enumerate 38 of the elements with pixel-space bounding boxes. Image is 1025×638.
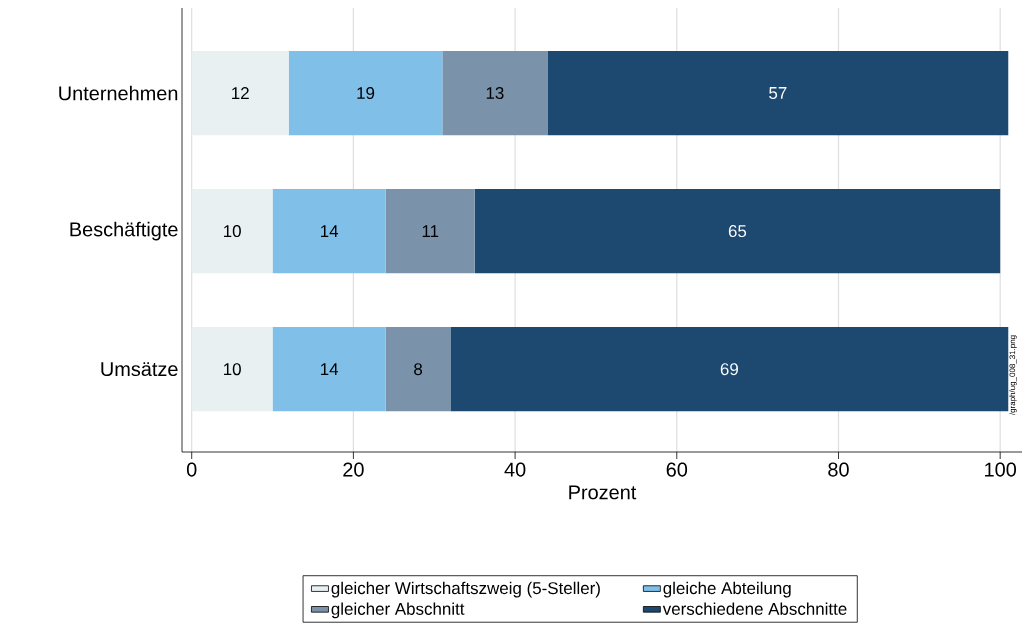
bar bbox=[450, 327, 1009, 412]
bar bbox=[272, 327, 386, 412]
data-label: 69 bbox=[720, 363, 738, 376]
data-label: 65 bbox=[728, 225, 747, 238]
bar bbox=[385, 327, 451, 412]
bar bbox=[474, 189, 1001, 274]
bar bbox=[191, 50, 289, 136]
x-axis-title: Prozent bbox=[569, 485, 637, 500]
y-tick-label: Umsätze bbox=[101, 362, 178, 377]
legend-label: gleicher Abschnitt bbox=[331, 602, 465, 619]
bar bbox=[272, 189, 386, 274]
x-tick-label: 100 bbox=[985, 462, 1017, 477]
bar bbox=[385, 189, 475, 274]
legend-label: verschiedene Abschnitte bbox=[662, 602, 847, 615]
data-label: 12 bbox=[232, 87, 249, 99]
x-tick-label: 40 bbox=[504, 462, 526, 477]
data-label: 14 bbox=[321, 363, 339, 375]
data-label: 57 bbox=[769, 87, 787, 99]
data-label: 11 bbox=[422, 225, 439, 237]
x-tick-label: 0 bbox=[186, 462, 197, 477]
x-tick-label: 60 bbox=[666, 462, 688, 477]
bar bbox=[191, 189, 273, 274]
bar bbox=[547, 50, 1009, 136]
data-label: 8 bbox=[414, 363, 423, 376]
legend-label: gleicher Wirtschaftszweig (5-Steller) bbox=[331, 581, 600, 598]
legend-label: gleiche Abteilung bbox=[663, 581, 791, 598]
data-label: 10 bbox=[224, 363, 241, 376]
data-label: 19 bbox=[357, 87, 375, 100]
data-label: 13 bbox=[486, 87, 504, 100]
x-tick-label: 80 bbox=[828, 462, 849, 477]
y-tick-label: Beschäftigte bbox=[70, 221, 178, 241]
data-label: 10 bbox=[224, 225, 241, 238]
data-label: 14 bbox=[321, 225, 339, 237]
bar bbox=[288, 50, 443, 136]
bar bbox=[442, 50, 548, 136]
y-tick-label: Unternehmen bbox=[59, 85, 178, 101]
x-tick-label: 20 bbox=[343, 462, 364, 477]
bar bbox=[191, 327, 273, 412]
